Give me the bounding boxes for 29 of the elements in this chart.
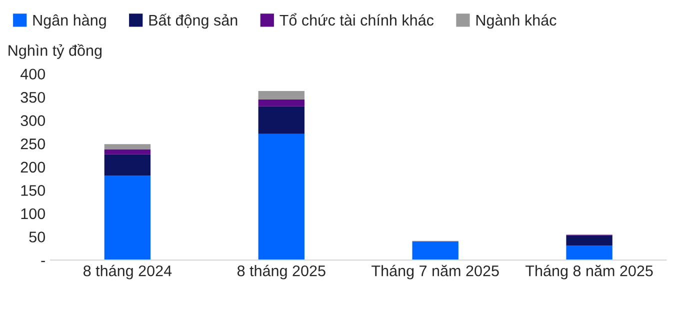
legend-label: Ngân hàng xyxy=(33,14,106,29)
x-tick-label: 8 tháng 2025 xyxy=(237,264,326,280)
bar xyxy=(104,154,151,176)
x-tick-label: Tháng 8 năm 2025 xyxy=(526,264,653,280)
legend-label: Bất động sản xyxy=(149,14,238,29)
bar xyxy=(258,106,304,134)
legend-label: Tổ chức tài chính khác xyxy=(280,13,434,26)
bar xyxy=(566,235,612,246)
bar xyxy=(566,246,612,260)
y-tick-label: 200 xyxy=(20,162,46,173)
bar xyxy=(258,134,304,260)
bar xyxy=(104,149,151,154)
bar xyxy=(258,91,304,100)
y-tick-label: 50 xyxy=(29,232,46,242)
x-tick-label: 8 tháng 2024 xyxy=(84,264,172,280)
x-tick-label: Tháng 7 năm 2025 xyxy=(372,264,499,280)
bar xyxy=(104,176,151,260)
bar xyxy=(258,99,304,106)
y-tick-label: - xyxy=(41,260,45,262)
y-tick-label: 350 xyxy=(20,92,46,103)
y-tick-label: 400 xyxy=(20,68,46,80)
legend-label: Ngành khác xyxy=(476,14,556,29)
bar xyxy=(104,144,151,150)
bar xyxy=(412,242,458,260)
y-tick-label: 100 xyxy=(21,208,46,220)
y-tick-label: 150 xyxy=(21,185,46,196)
y-tick-label: 300 xyxy=(20,115,46,126)
y-tick-label: 250 xyxy=(20,138,46,150)
y-axis-title: Nghìn tỷ đồng xyxy=(8,44,102,59)
